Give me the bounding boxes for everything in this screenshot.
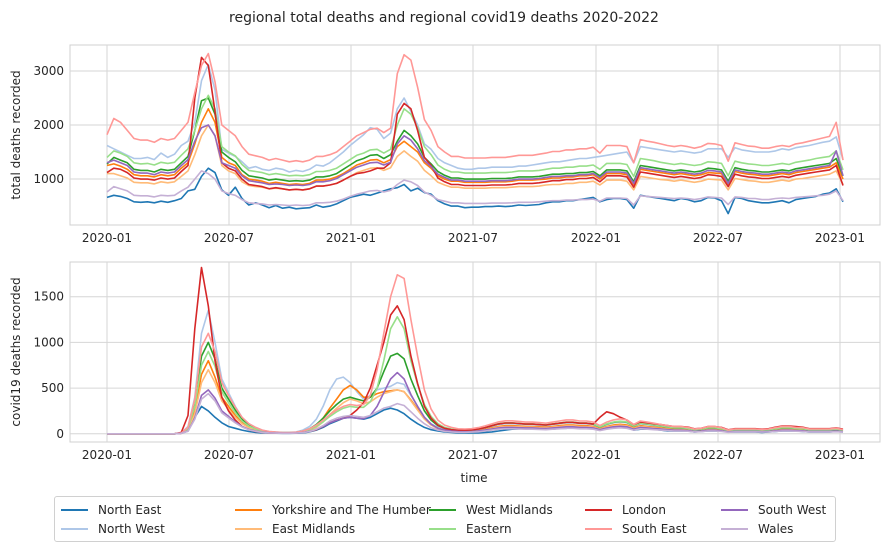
bottom-y-axis-label: covid19 deaths recorded [9,277,23,426]
legend-swatch [429,509,456,511]
legend-swatch [585,509,612,511]
x-tick-label: 2022-01 [571,231,621,245]
legend-label: North East [98,503,162,517]
x-tick-label: 2021-07 [448,448,498,462]
x-tick-label: 2021-07 [448,231,498,245]
series-line-wales [106,170,844,207]
legend-label: North West [98,522,165,536]
legend-swatch [585,528,612,530]
series-line-south-west [106,124,844,187]
bottom-x-axis-label: time [460,471,487,485]
top-x-tick-labels: 2020-01 2020-07 2021-01 2021-07 2022-01 2022-… [82,231,865,245]
series-line-north-west [106,63,844,173]
legend-label: East Midlands [272,522,356,536]
top-panel: 2020-01 2020-07 2021-01 2021-07 2022-01 2022-… [9,44,881,245]
legend-swatch [61,509,88,511]
legend-label: Yorkshire and The Humber [272,503,431,517]
y-tick-label: 0 [56,427,64,441]
top-plot-area [69,44,881,226]
series-line-east-midlands [107,124,844,191]
top-lines [106,52,844,215]
y-tick-label: 1000 [33,172,64,186]
x-tick-label: 2023-01 [815,231,865,245]
bottom-plot-area [69,261,881,443]
y-tick-label: 1500 [33,290,64,304]
x-tick-label: 2023-01 [815,448,865,462]
series-line-eastern [106,94,844,178]
series-line-west-midlands [106,97,844,183]
x-tick-label: 2021-01 [326,448,376,462]
figure-title: regional total deaths and regional covid… [229,10,659,26]
x-tick-label: 2020-01 [82,448,132,462]
legend-label: Wales [758,522,794,536]
bottom-y-tick-labels: 0 500 1000 1500 [33,290,64,441]
x-tick-label: 2020-07 [204,448,254,462]
legend-swatch [61,528,88,530]
bottom-lines [107,266,844,435]
x-tick-label: 2022-01 [571,448,621,462]
series-line-london [106,56,844,191]
legend-label: London [622,503,666,517]
bottom-panel: 2020-01 2020-07 2021-01 2021-07 2022-01 2022-… [9,261,881,485]
x-tick-label: 2022-07 [693,448,743,462]
legend: North East North West Yorkshire and The Hu… [54,496,836,542]
x-tick-label: 2020-01 [82,231,132,245]
y-tick-label: 2000 [33,118,64,132]
bottom-x-tick-labels: 2020-01 2020-07 2021-01 2021-07 2022-01 2022-… [82,448,865,462]
y-tick-label: 500 [41,381,64,395]
series-line-yorkshire-and-the-humber [106,108,844,186]
legend-swatch [429,528,456,530]
legend-label: Eastern [466,522,512,536]
x-tick-label: 2021-01 [326,231,376,245]
series-line-south-east [107,273,844,435]
y-tick-label: 1000 [33,335,64,349]
legend-swatch [721,509,748,511]
x-tick-label: 2022-07 [693,231,743,245]
x-tick-label: 2020-07 [204,231,254,245]
legend-swatch [235,509,262,511]
legend-label: West Midlands [466,503,553,517]
y-tick-label: 3000 [33,64,64,78]
series-line-wales [107,392,844,435]
legend-swatch [721,528,748,530]
series-line-south-east [106,52,844,164]
legend-swatch [235,528,262,530]
legend-label: South East [622,522,687,536]
top-y-tick-labels: 1000 2000 3000 [33,64,64,186]
legend-label: South West [758,503,827,517]
top-y-axis-label: total deaths recorded [9,70,23,199]
